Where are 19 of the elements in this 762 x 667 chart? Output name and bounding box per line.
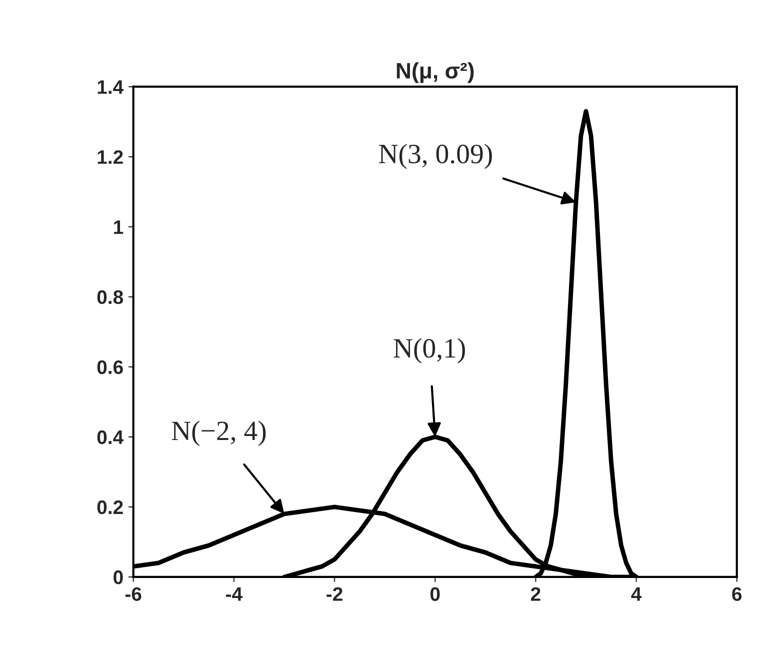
annotation: N(3, 0.09) [378, 144, 492, 170]
y-tick-label: 0.6 [97, 360, 123, 374]
x-tick-label: 6 [732, 587, 742, 601]
y-tick-label: 1 [114, 220, 124, 234]
x-tick-label: -4 [226, 587, 242, 601]
chart-title: N(μ, σ²) [396, 62, 474, 83]
y-tick-label: 1.4 [98, 80, 124, 94]
y-tick-label: 0.2 [97, 500, 123, 514]
x-tick-label: -2 [326, 587, 342, 601]
y-tick-label: 0.4 [97, 430, 124, 444]
annotation: N(−2, 4) [172, 420, 266, 446]
annotation: N(0,1) [394, 338, 465, 364]
y-tick-label: 0.8 [97, 290, 124, 304]
x-tick-label: 0 [430, 587, 440, 601]
y-tick-label: 1.2 [98, 150, 123, 164]
x-tick-label: 4 [631, 587, 642, 601]
y-tick-label: 0 [114, 570, 123, 584]
x-tick-label: -6 [125, 587, 142, 601]
x-tick-label: 2 [530, 587, 540, 601]
